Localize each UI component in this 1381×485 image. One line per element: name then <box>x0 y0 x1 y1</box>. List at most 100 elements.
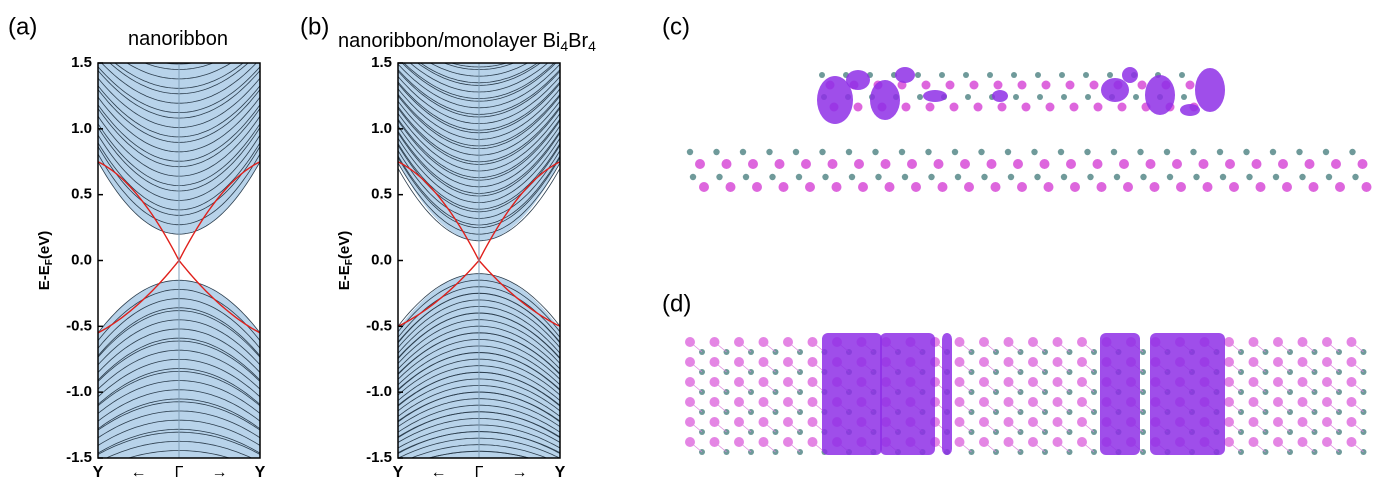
br-atom <box>1059 72 1065 78</box>
x-tick-label: ← <box>131 464 147 481</box>
bond <box>1327 422 1339 432</box>
bond <box>788 422 800 432</box>
bond <box>1303 362 1315 372</box>
bi-atom <box>1138 81 1147 90</box>
br-atom <box>915 72 921 78</box>
bond <box>960 442 972 452</box>
bond <box>1082 382 1094 392</box>
bond <box>1033 362 1045 372</box>
bi-atom <box>1203 182 1213 192</box>
charge-density <box>1180 104 1200 116</box>
bi-atom <box>946 81 955 90</box>
bi-atom <box>748 159 758 169</box>
bond <box>715 442 727 452</box>
bi-atom <box>722 159 732 169</box>
br-atom <box>1058 149 1064 155</box>
br-atom <box>690 174 696 180</box>
br-atom <box>743 174 749 180</box>
bi-atom <box>1046 103 1055 112</box>
charge-density <box>992 90 1008 102</box>
title-subscript: 4 <box>560 38 568 54</box>
label-text: E-E <box>36 265 53 290</box>
structure-side-view <box>687 67 1372 192</box>
br-atom <box>1037 94 1043 100</box>
panel-label: (c) <box>662 13 690 40</box>
bi-atom <box>1229 182 1239 192</box>
bond <box>984 442 996 452</box>
bond <box>1082 342 1094 352</box>
bi-atom <box>1094 103 1103 112</box>
bi-atom <box>775 159 785 169</box>
br-atom <box>1270 149 1276 155</box>
bond <box>984 422 996 432</box>
band-plot <box>398 8 560 485</box>
bi-atom <box>1118 103 1127 112</box>
bond <box>1229 362 1241 372</box>
bond <box>1303 442 1315 452</box>
bond <box>1254 382 1266 392</box>
br-atom <box>793 149 799 155</box>
br-atom <box>1190 149 1196 155</box>
y-tick-label: -1.0 <box>366 383 392 400</box>
bond <box>715 342 727 352</box>
br-atom <box>1220 174 1226 180</box>
bond <box>1009 442 1021 452</box>
br-atom <box>1137 149 1143 155</box>
br-atom <box>1111 149 1117 155</box>
bond <box>1033 382 1045 392</box>
bond <box>960 362 972 372</box>
bi-atom <box>885 182 895 192</box>
bond <box>1278 402 1290 412</box>
band-plot <box>98 2 260 485</box>
br-atom <box>902 174 908 180</box>
bi-atom <box>1070 182 1080 192</box>
bi-atom <box>1172 159 1182 169</box>
bi-atom <box>1358 159 1368 169</box>
title-text: nanoribbon/monolayer Bi <box>338 30 560 52</box>
bond <box>1303 382 1315 392</box>
figure: (a)nanoribbon1.51.00.50.0-0.5-1.0-1.5E-E… <box>0 0 1381 485</box>
charge-density <box>880 333 935 455</box>
bond <box>1058 342 1070 352</box>
charge-density <box>822 333 882 455</box>
bond <box>1352 442 1364 452</box>
charge-density <box>870 80 900 120</box>
charge-density <box>923 90 947 102</box>
br-atom <box>1217 149 1223 155</box>
br-atom <box>740 149 746 155</box>
bond <box>788 362 800 372</box>
br-atom <box>849 174 855 180</box>
bond <box>1303 422 1315 432</box>
bond <box>764 422 776 432</box>
bi-atom <box>1150 182 1160 192</box>
bi-atom <box>1090 81 1099 90</box>
y-tick-label: 1.0 <box>371 120 392 137</box>
br-atom <box>769 174 775 180</box>
bond <box>1229 402 1241 412</box>
bond <box>739 362 751 372</box>
bond <box>690 382 702 392</box>
bond <box>1229 422 1241 432</box>
bond <box>1058 402 1070 412</box>
bi-atom <box>994 81 1003 90</box>
br-atom <box>687 149 693 155</box>
br-atom <box>1349 149 1355 155</box>
bi-atom <box>1017 182 1027 192</box>
x-tick-label: → <box>212 464 228 481</box>
bi-atom <box>960 159 970 169</box>
x-tick-label: Y <box>255 464 266 481</box>
br-atom <box>1246 174 1252 180</box>
br-atom <box>955 174 961 180</box>
bond <box>690 402 702 412</box>
bi-atom <box>881 159 891 169</box>
bi-atom <box>695 159 705 169</box>
title-text: nanoribbon <box>128 28 228 50</box>
bond <box>1254 442 1266 452</box>
bond <box>960 422 972 432</box>
bond <box>1327 402 1339 412</box>
charge-density <box>1145 75 1175 115</box>
bi-atom <box>1256 182 1266 192</box>
bi-atom <box>1309 182 1319 192</box>
br-atom <box>978 149 984 155</box>
bond <box>764 382 776 392</box>
